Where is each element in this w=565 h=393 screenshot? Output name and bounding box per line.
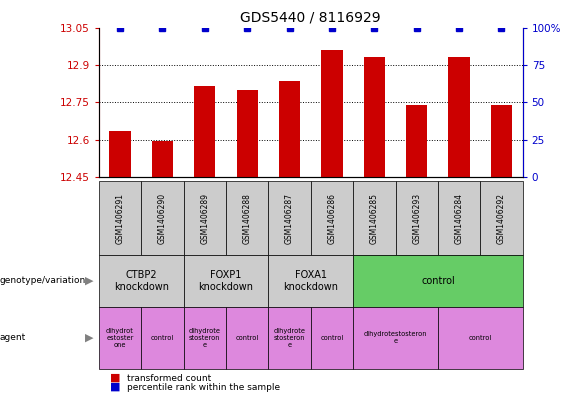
Text: dihydrot
estoster
one: dihydrot estoster one — [106, 328, 134, 348]
Text: GSM1406291: GSM1406291 — [116, 193, 124, 244]
Text: control: control — [236, 335, 259, 341]
Text: GSM1406284: GSM1406284 — [455, 193, 463, 244]
Text: GSM1406289: GSM1406289 — [201, 193, 209, 244]
Bar — [152, 141, 173, 177]
Bar — [279, 81, 300, 177]
Bar — [321, 50, 342, 177]
Text: GSM1406292: GSM1406292 — [497, 193, 506, 244]
Title: GDS5440 / 8116929: GDS5440 / 8116929 — [241, 11, 381, 25]
Text: GSM1406290: GSM1406290 — [158, 193, 167, 244]
Text: GSM1406288: GSM1406288 — [243, 193, 251, 244]
Text: CTBP2
knockdown: CTBP2 knockdown — [114, 270, 169, 292]
Text: GSM1406293: GSM1406293 — [412, 193, 421, 244]
Text: control: control — [320, 335, 344, 341]
Text: dihydrote
stosteron
e: dihydrote stosteron e — [189, 328, 221, 348]
Text: agent: agent — [0, 334, 26, 342]
Text: control: control — [468, 335, 492, 341]
Bar — [449, 57, 470, 177]
Text: ■: ■ — [110, 382, 121, 392]
Text: control: control — [421, 276, 455, 286]
Text: FOXA1
knockdown: FOXA1 knockdown — [283, 270, 338, 292]
Text: ■: ■ — [110, 373, 121, 383]
Text: dihydrotestosteron
e: dihydrotestosteron e — [364, 331, 427, 345]
Text: GSM1406286: GSM1406286 — [328, 193, 336, 244]
Text: percentile rank within the sample: percentile rank within the sample — [127, 383, 280, 391]
Bar — [406, 105, 427, 177]
Bar — [110, 131, 131, 177]
Text: GSM1406285: GSM1406285 — [370, 193, 379, 244]
Bar — [194, 86, 215, 177]
Text: FOXP1
knockdown: FOXP1 knockdown — [198, 270, 254, 292]
Text: control: control — [151, 335, 174, 341]
Text: transformed count: transformed count — [127, 374, 211, 382]
Bar — [491, 105, 512, 177]
Text: dihydrote
stosteron
e: dihydrote stosteron e — [273, 328, 306, 348]
Text: ▶: ▶ — [85, 333, 93, 343]
Text: genotype/variation: genotype/variation — [0, 277, 86, 285]
Text: GSM1406287: GSM1406287 — [285, 193, 294, 244]
Bar — [364, 57, 385, 177]
Bar — [237, 90, 258, 177]
Text: ▶: ▶ — [85, 276, 93, 286]
